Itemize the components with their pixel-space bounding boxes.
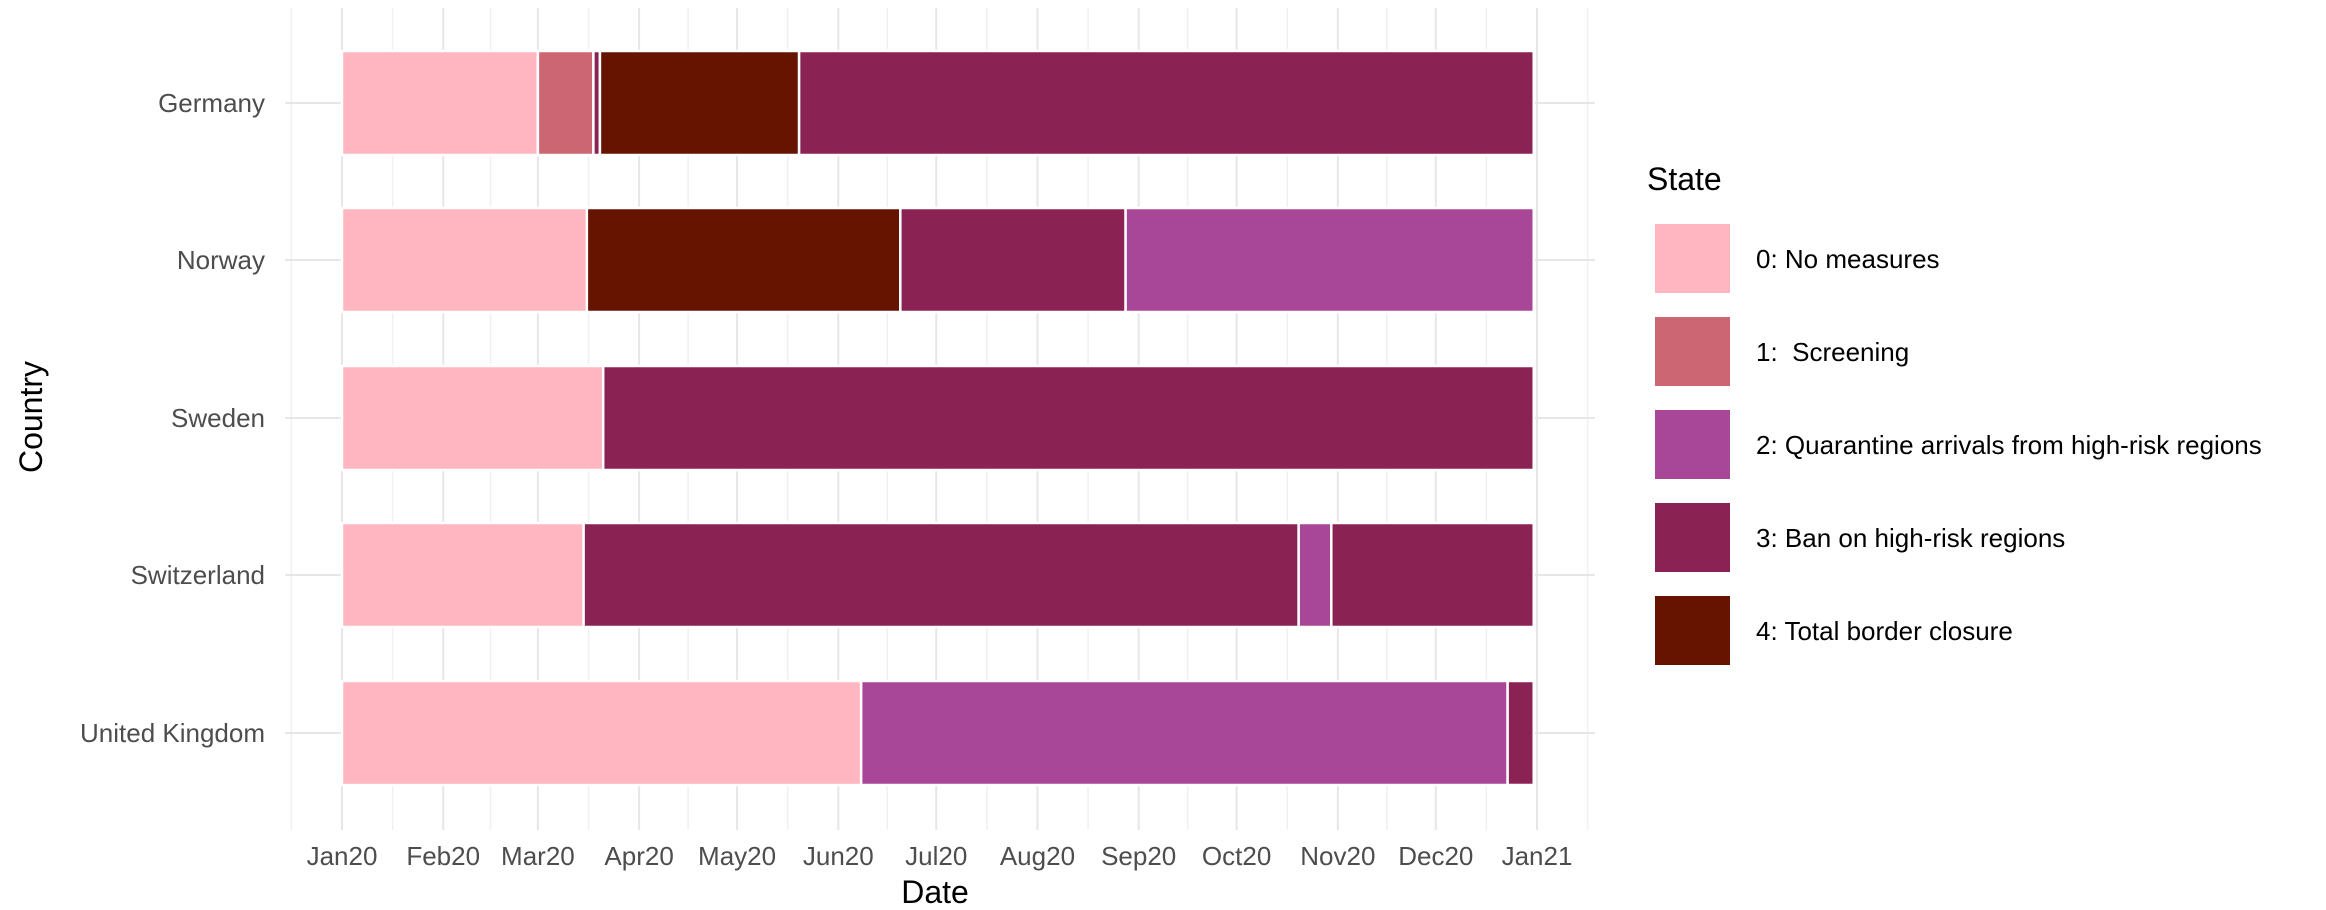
bar-segment-germany-state-3 xyxy=(797,49,1535,157)
bar-segment-united-kingdom-state-3 xyxy=(1506,679,1535,787)
bar-segment-switzerland-state-3 xyxy=(582,521,1300,629)
x-tick-label-may20: May20 xyxy=(698,841,776,871)
x-tick-label-sep20: Sep20 xyxy=(1101,841,1176,871)
bar-segment-sweden-state-3 xyxy=(601,364,1535,472)
legend: State 0: No measures 1: Screening 2: Quara… xyxy=(1647,161,2262,665)
legend-swatch-state-4 xyxy=(1655,596,1730,665)
y-axis-label: Country xyxy=(13,361,49,473)
x-tick-label-aug20: Aug20 xyxy=(1000,841,1075,871)
legend-swatch-state-2 xyxy=(1655,410,1730,479)
x-tick-label-mar20: Mar20 xyxy=(501,841,575,871)
bar-segment-switzerland-state-3 xyxy=(1330,521,1535,629)
x-tick-label-dec20: Dec20 xyxy=(1398,841,1473,871)
legend-swatch-state-1 xyxy=(1655,317,1730,386)
x-tick-label-apr20: Apr20 xyxy=(604,841,673,871)
x-axis-label: Date xyxy=(901,874,969,905)
bar-segment-norway-state-3 xyxy=(899,206,1127,314)
x-tick-label-oct20: Oct20 xyxy=(1202,841,1271,871)
legend-label-state-3: 3: Ban on high-risk regions xyxy=(1756,523,2065,553)
x-tick-label-nov20: Nov20 xyxy=(1300,841,1375,871)
x-axis-tick-labels: Jan20 Feb20 Mar20 Apr20 May20 Jun20 Jul20 Aug20… xyxy=(307,841,1573,871)
y-tick-label-united-kingdom: United Kingdom xyxy=(80,718,265,748)
bar-segment-germany-state-4 xyxy=(598,49,801,157)
bar-segment-united-kingdom-state-2 xyxy=(859,679,1509,787)
x-tick-label-jan20: Jan20 xyxy=(307,841,378,871)
y-axis-tick-labels: Germany Norway Sweden Switzerland United Kin… xyxy=(80,88,265,748)
y-tick-label-switzerland: Switzerland xyxy=(131,560,265,590)
x-tick-label-feb20: Feb20 xyxy=(406,841,480,871)
legend-label-state-0: 0: No measures xyxy=(1756,244,1940,274)
legend-label-state-2: 2: Quarantine arrivals from high-risk re… xyxy=(1756,430,2262,460)
bars xyxy=(340,49,1535,787)
bar-segment-united-kingdom-state-0 xyxy=(340,679,863,787)
bar-segment-germany-state-1 xyxy=(536,49,595,157)
legend-label-state-4: 4: Total border closure xyxy=(1756,616,2013,646)
y-tick-label-germany: Germany xyxy=(158,88,265,118)
x-tick-label-jun20: Jun20 xyxy=(803,841,874,871)
legend-title: State xyxy=(1647,161,1722,197)
bar-segment-sweden-state-0 xyxy=(340,364,605,472)
bar-segment-switzerland-state-2 xyxy=(1297,521,1333,629)
y-tick-label-norway: Norway xyxy=(177,245,265,275)
y-tick-label-sweden: Sweden xyxy=(171,403,265,433)
legend-swatch-state-0 xyxy=(1655,224,1730,293)
legend-label-state-1: 1: Screening xyxy=(1756,337,1909,367)
bar-segment-switzerland-state-0 xyxy=(340,521,585,629)
bar-segment-norway-state-2 xyxy=(1124,206,1535,314)
legend-swatch-state-3 xyxy=(1655,503,1730,572)
bar-segment-norway-state-0 xyxy=(340,206,589,314)
bar-segment-germany-state-0 xyxy=(340,49,540,157)
x-tick-label-jul20: Jul20 xyxy=(905,841,967,871)
x-tick-label-jan21: Jan21 xyxy=(1502,841,1573,871)
bar-segment-norway-state-4 xyxy=(585,206,902,314)
